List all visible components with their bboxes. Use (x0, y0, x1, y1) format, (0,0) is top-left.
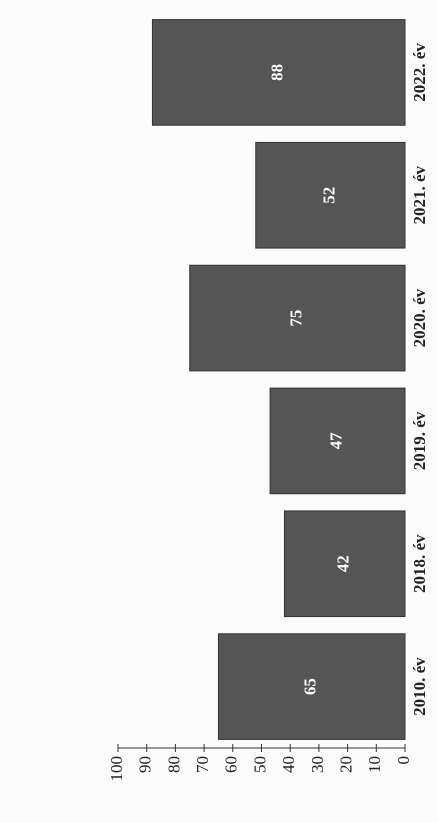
y-tick-label: 50 (250, 756, 269, 773)
value-label: 75 (286, 310, 305, 327)
y-tick-label: 30 (308, 756, 327, 773)
x-tick-label: 2010. év (410, 657, 429, 716)
bar (151, 19, 406, 126)
y-tick-label: 10 (365, 756, 384, 773)
y-tick-label: 20 (337, 756, 356, 773)
bar (217, 633, 406, 740)
bar (269, 387, 406, 495)
bar (189, 264, 406, 372)
y-tick-label: 0 (394, 756, 413, 765)
value-label: 47 (326, 432, 345, 450)
bar (283, 510, 406, 618)
value-label: 65 (301, 678, 320, 695)
value-label: 88 (268, 64, 287, 81)
y-tick-label: 60 (222, 756, 241, 773)
value-label: 52 (319, 187, 338, 204)
value-label: 42 (334, 555, 353, 572)
y-tick-label: 70 (193, 756, 212, 773)
y-tick-label: 40 (279, 756, 298, 773)
plot-area: 0 10 20 30 40 50 60 70 80 90 100 2010. év 65 2018. év… (107, 19, 429, 782)
y-tick-label: 80 (164, 756, 183, 773)
y-tick-label: 90 (136, 756, 155, 773)
x-tick-label: 2018. év (410, 534, 429, 593)
x-tick-label: 2022. év (410, 43, 429, 102)
x-tick-label: 2021. év (410, 165, 429, 224)
x-tick-label: 2020. év (410, 288, 429, 347)
x-tick-label: 2019. év (410, 411, 429, 470)
bar (255, 141, 406, 249)
y-tick-label: 100 (107, 756, 126, 782)
